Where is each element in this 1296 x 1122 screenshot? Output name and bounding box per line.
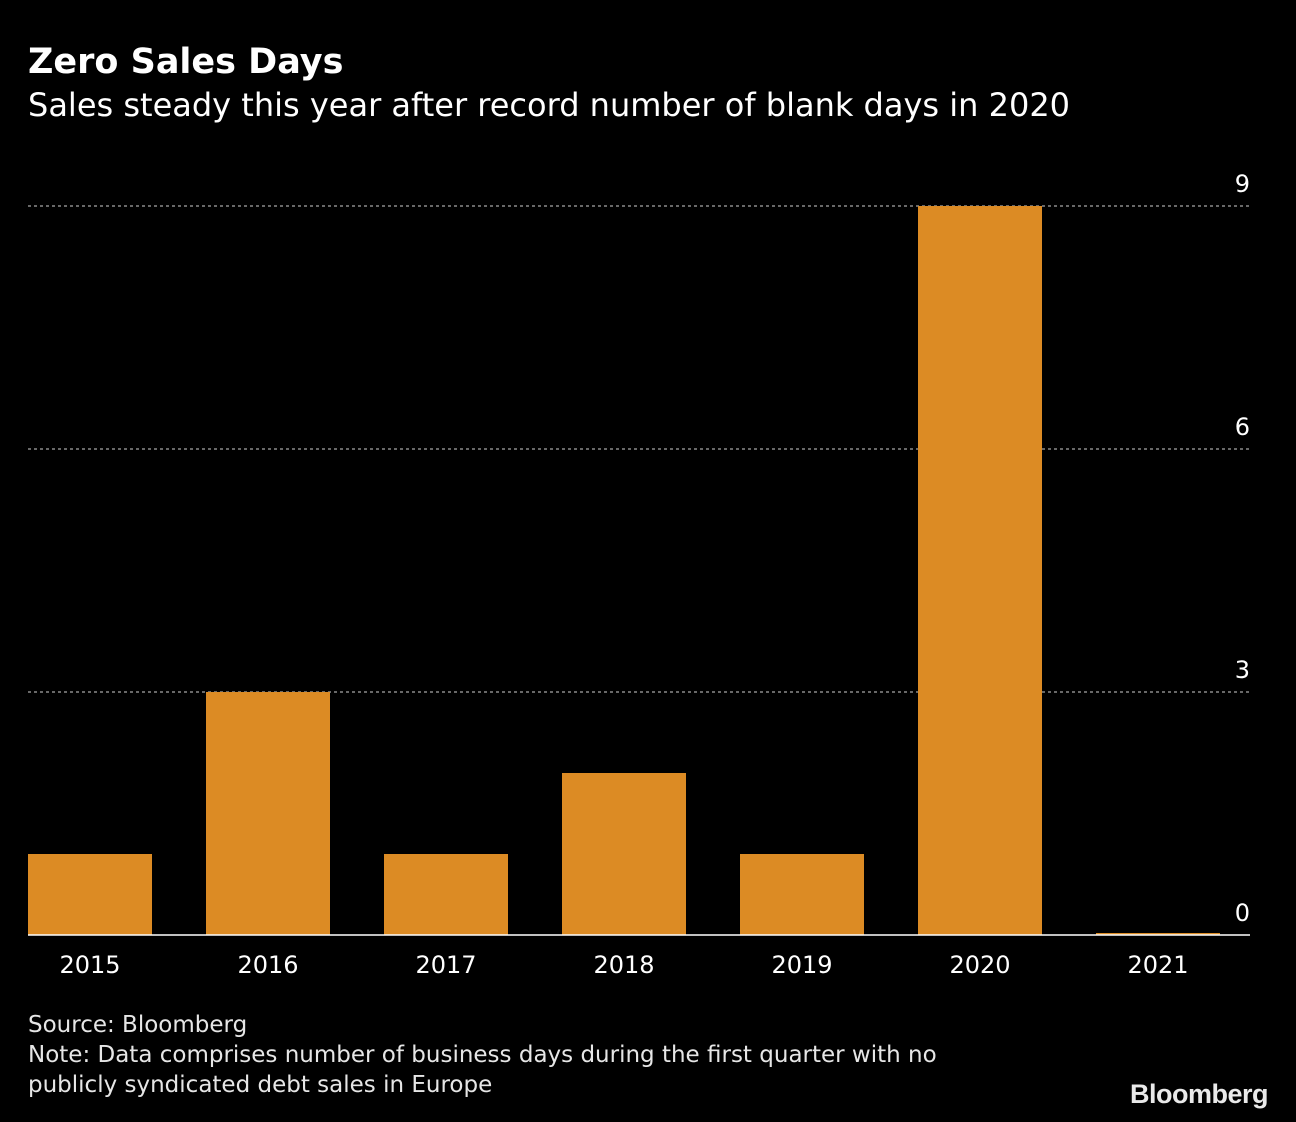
y-tick-label-0: 0 bbox=[1235, 899, 1250, 927]
footnote-line-1: Note: Data comprises number of business … bbox=[28, 1042, 937, 1068]
x-tick-label-2015: 2015 bbox=[59, 951, 120, 979]
footnote-line-2: publicly syndicated debt sales in Europe bbox=[28, 1072, 493, 1098]
x-tick-label-2020: 2020 bbox=[949, 951, 1010, 979]
x-tick-label-2019: 2019 bbox=[771, 951, 832, 979]
chart-title: Zero Sales Days bbox=[28, 42, 344, 82]
bar-2018 bbox=[562, 773, 686, 935]
bar-2015 bbox=[28, 854, 152, 935]
x-tick-label-2017: 2017 bbox=[415, 951, 476, 979]
bar-2017 bbox=[384, 854, 508, 935]
bar-chart: 0 3 6 9 2015 2016 2017 2018 2019 2020 2021 bbox=[28, 170, 1250, 979]
bar-2021 bbox=[1096, 933, 1220, 935]
chart-footer: Source: Bloomberg Note: Data comprises n… bbox=[28, 1010, 937, 1100]
bar-2019 bbox=[740, 854, 864, 935]
x-tick-label-2021: 2021 bbox=[1127, 951, 1188, 979]
y-tick-label-9: 9 bbox=[1235, 170, 1250, 198]
y-tick-label-3: 3 bbox=[1235, 656, 1250, 684]
y-tick-label-6: 6 bbox=[1235, 413, 1250, 441]
x-tick-label-2016: 2016 bbox=[237, 951, 298, 979]
chart-subtitle: Sales steady this year after record numb… bbox=[28, 86, 1071, 124]
x-tick-label-2018: 2018 bbox=[593, 951, 654, 979]
bloomberg-logo: Bloomberg bbox=[1129, 1079, 1269, 1109]
bar-2016 bbox=[206, 692, 330, 935]
source-note: Source: Bloomberg bbox=[28, 1012, 248, 1038]
bar-2020 bbox=[918, 206, 1042, 935]
